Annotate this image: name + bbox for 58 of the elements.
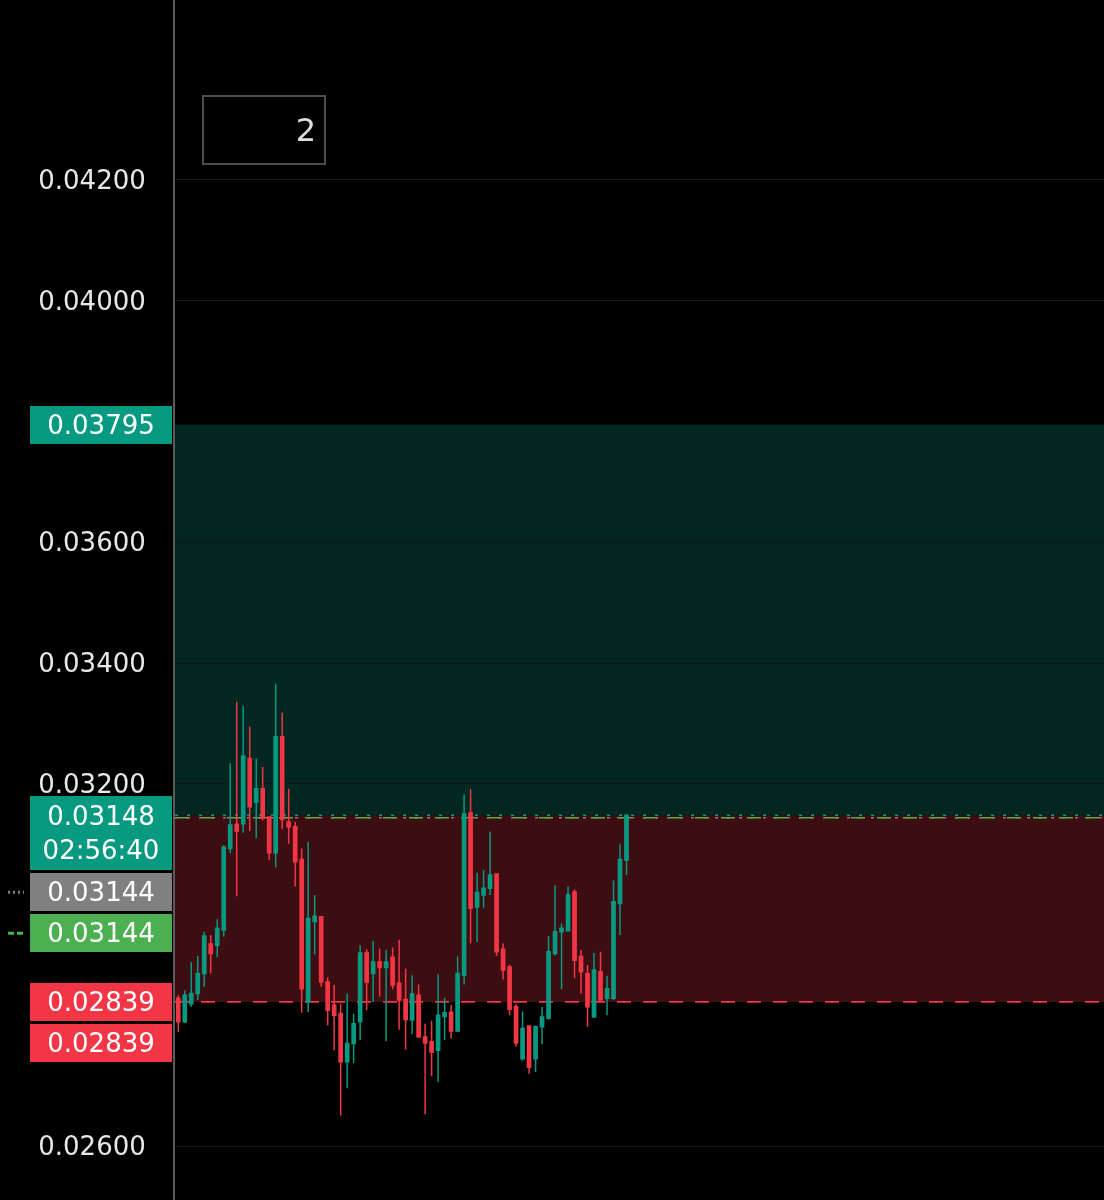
candlestick	[279, 711, 285, 830]
y-tick-label: 0.02600	[38, 1131, 146, 1162]
candlestick	[182, 989, 188, 1024]
candlestick	[390, 946, 395, 990]
candlestick	[481, 868, 486, 909]
y-tick-label: 0.04000	[38, 285, 146, 316]
candlestick	[572, 888, 577, 980]
candlestick	[247, 725, 253, 832]
candlestick	[526, 1024, 532, 1075]
candlestick	[494, 872, 499, 957]
candlestick	[448, 1004, 454, 1040]
candlestick	[461, 793, 467, 986]
legend-label: 0.03144	[47, 918, 155, 948]
y-tick-label: 0.03600	[38, 527, 146, 558]
band-label: 0.02839	[47, 1028, 155, 1058]
candlestick	[487, 830, 493, 896]
ref-line-label: 0.03148 02:56:40	[42, 801, 160, 865]
candlestick	[201, 931, 207, 988]
candlestick	[442, 996, 447, 1041]
y-tick-label: 0.03400	[38, 648, 146, 679]
candlestick	[520, 1010, 525, 1062]
candlestick	[286, 787, 292, 845]
candlestick	[539, 1005, 545, 1045]
candlestick	[253, 757, 259, 839]
candlestick	[474, 871, 480, 943]
candlestick	[234, 701, 240, 897]
candlestick	[565, 885, 571, 932]
candlestick	[546, 935, 551, 1021]
candlestick	[533, 1024, 538, 1073]
candlestick	[559, 922, 564, 990]
candlestick	[500, 942, 506, 981]
candlestick	[624, 814, 629, 876]
annotation: 2	[295, 111, 316, 149]
candlestick	[260, 766, 266, 821]
candlestick	[370, 940, 376, 1003]
candlestick	[422, 1022, 428, 1115]
candlestick	[429, 1019, 434, 1077]
candlestick	[435, 973, 441, 1083]
band-label: 0.03795	[47, 410, 155, 440]
candlestick	[617, 843, 623, 936]
candlestick	[578, 949, 584, 995]
legend-label: 0.03144	[47, 877, 155, 907]
candlestick	[468, 788, 473, 945]
candlestick	[227, 762, 233, 855]
candlestick	[455, 955, 460, 1033]
candlestick	[266, 816, 272, 861]
candlestick	[591, 952, 597, 1018]
candlestick	[208, 934, 214, 975]
ref-line-label: 0.02839	[47, 987, 155, 1017]
candlestick	[357, 944, 363, 1041]
candlestick	[611, 879, 616, 1001]
y-tick-label: 0.04200	[38, 165, 146, 196]
candlestick	[377, 948, 382, 998]
candlestick	[383, 949, 389, 1042]
candlestick	[604, 975, 610, 1016]
candlestick	[409, 974, 415, 1035]
candlestick	[552, 884, 558, 957]
y-tick-label: 0.03200	[38, 769, 146, 799]
